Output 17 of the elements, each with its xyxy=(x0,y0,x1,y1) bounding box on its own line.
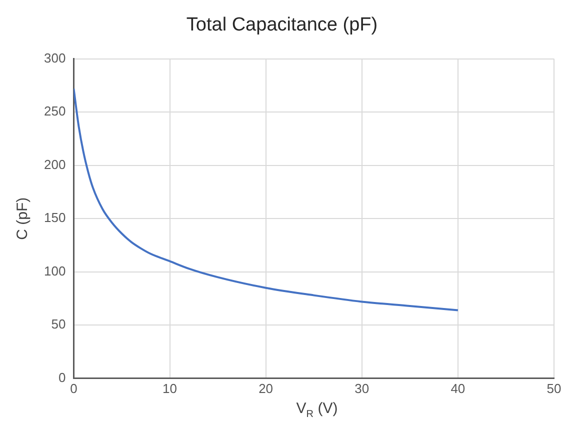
chart-title: Total Capacitance (pF) xyxy=(186,14,378,36)
x-tick-label: 10 xyxy=(162,380,177,396)
y-tick-label: 200 xyxy=(44,156,66,172)
y-tick-label: 150 xyxy=(44,210,66,226)
x-tick-label: 20 xyxy=(258,380,274,396)
y-tick-label: 250 xyxy=(44,104,66,119)
y-tick-label: 300 xyxy=(44,50,66,66)
x-tick-label: 0 xyxy=(70,380,78,396)
x-tick-label: 40 xyxy=(450,380,466,396)
x-tick-label: 30 xyxy=(354,380,370,396)
line-series xyxy=(74,88,459,312)
x-tick-label: 50 xyxy=(546,380,562,396)
x-axis-title: V$_{R}$ (V) xyxy=(295,400,339,420)
y-tick-label: 50 xyxy=(51,316,66,332)
y-tick-label: 100 xyxy=(44,263,66,278)
y-axis-title: C (pF) xyxy=(14,197,32,240)
y-tick-label: 0 xyxy=(58,370,66,385)
